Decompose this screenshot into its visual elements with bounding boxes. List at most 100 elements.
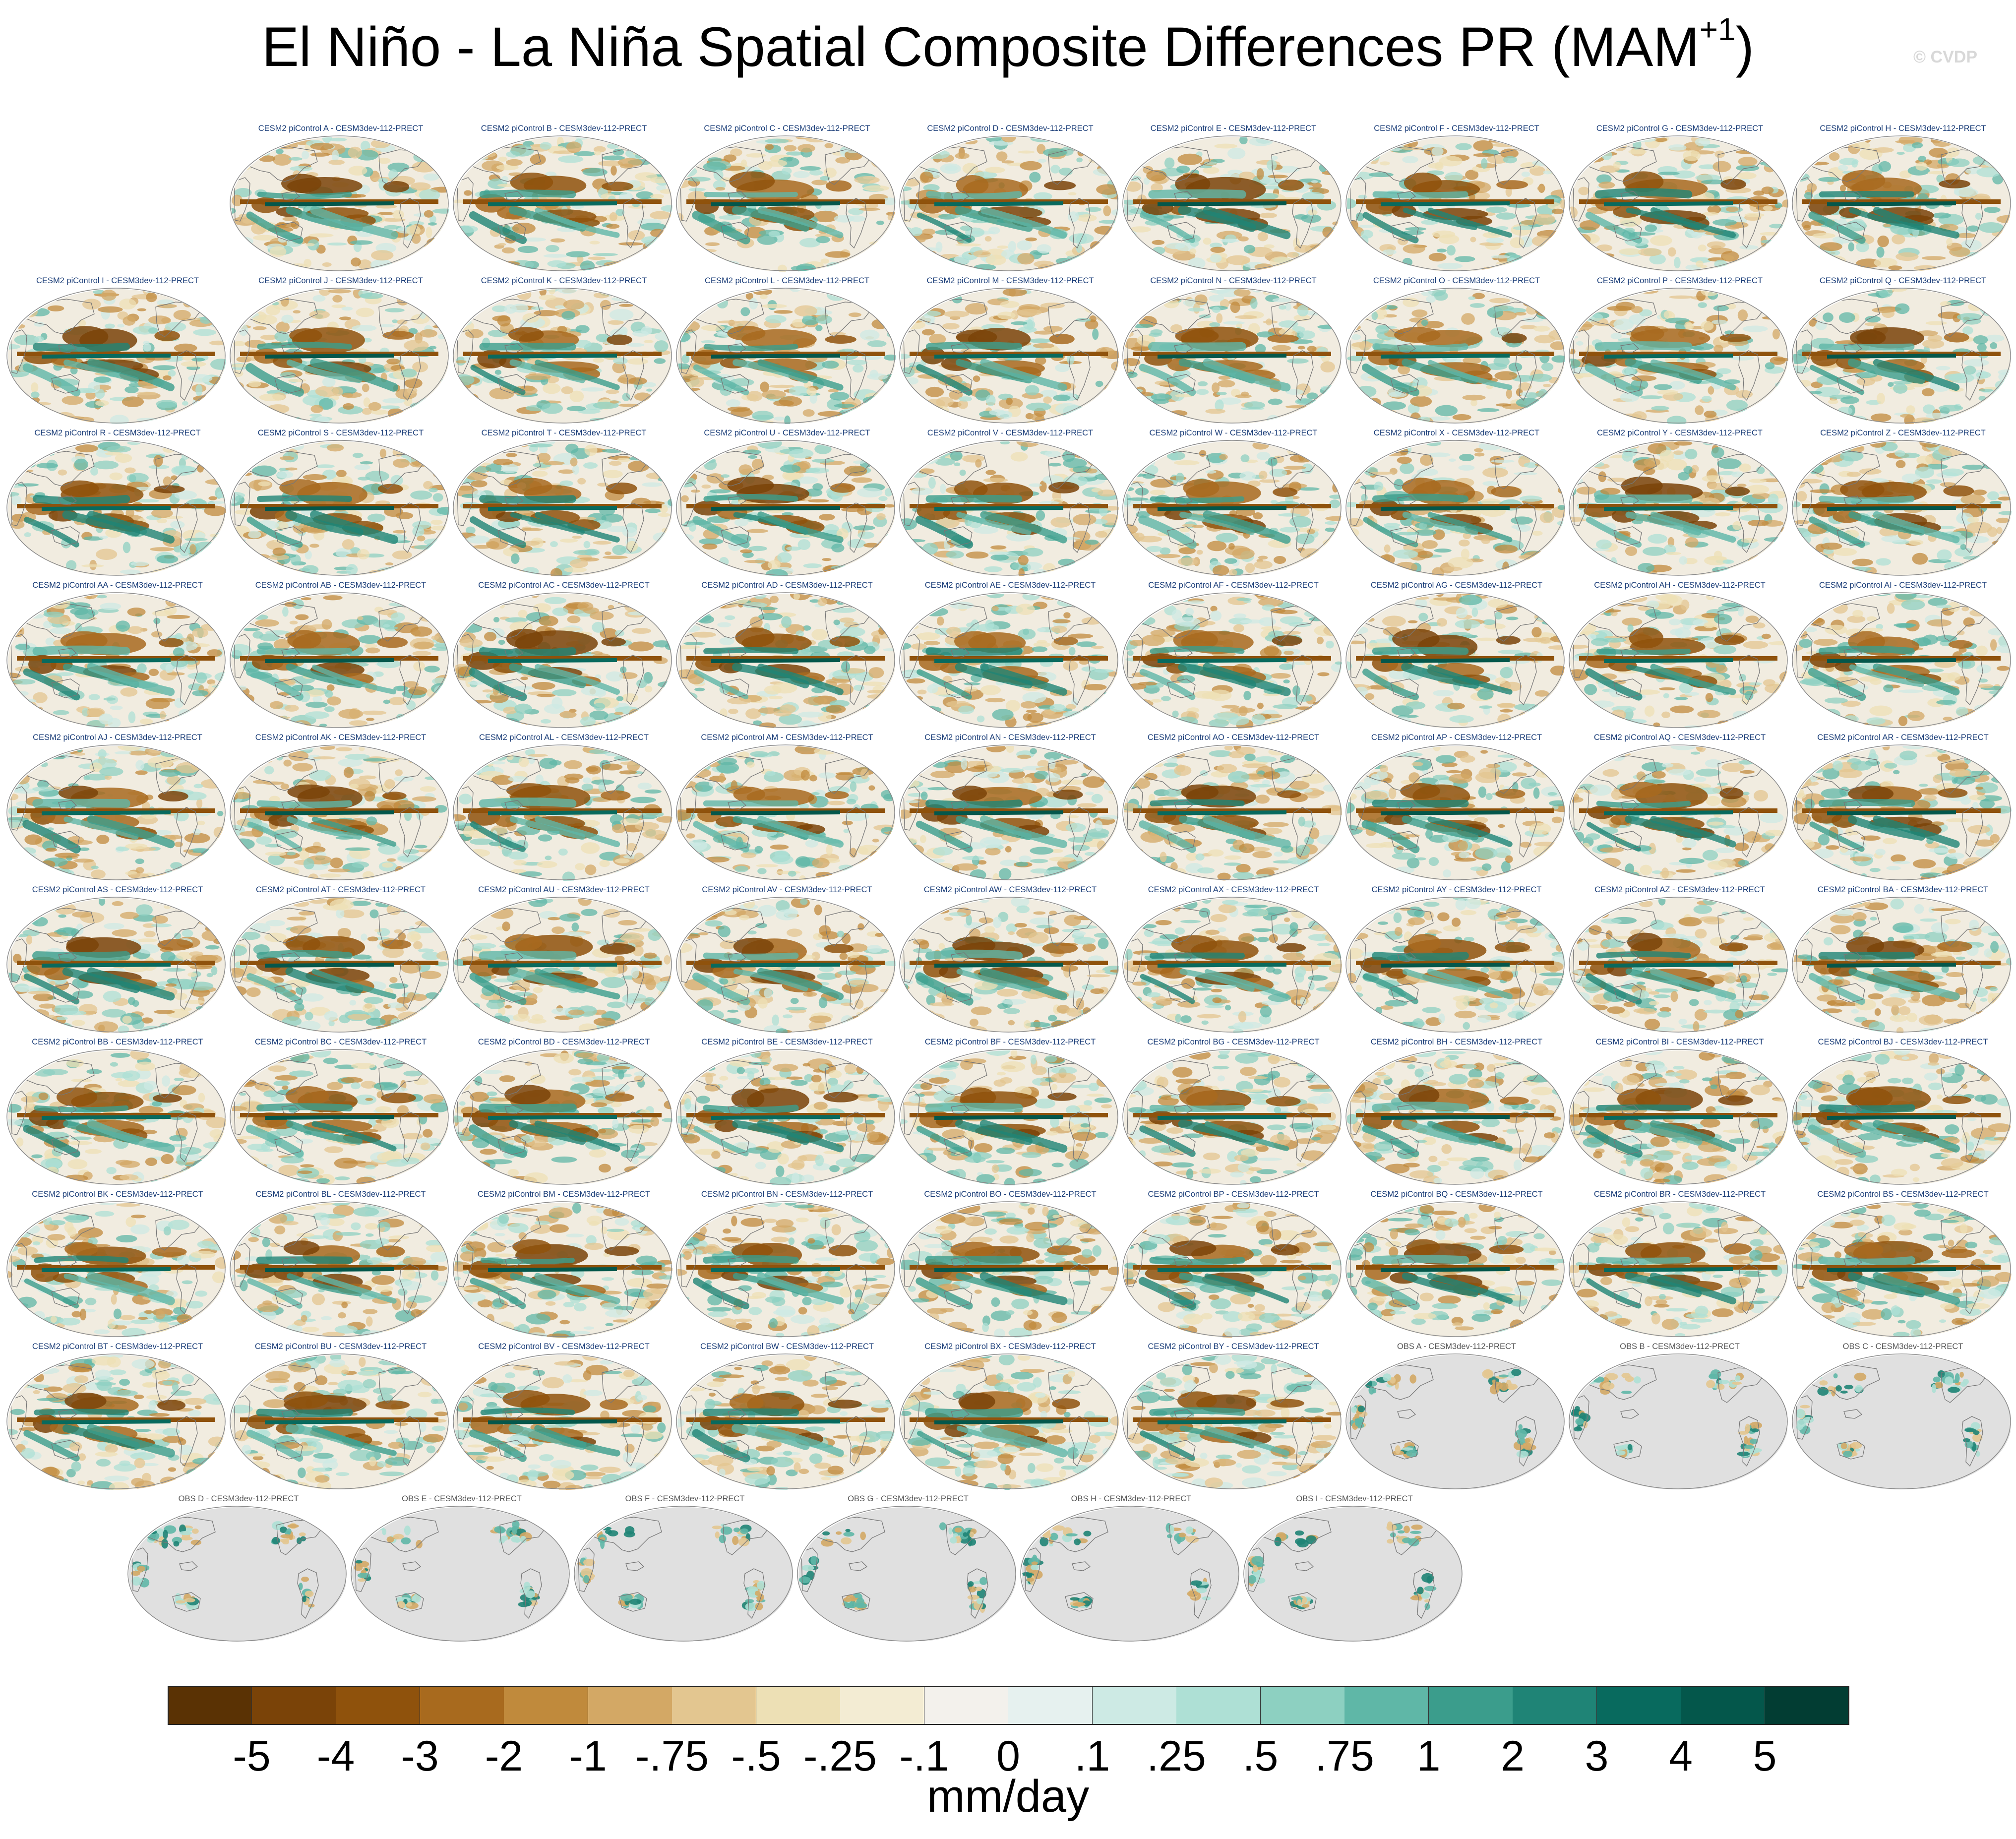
panel-title: CESM2 piControl AK - CESM3dev-112-PRECT <box>255 733 427 742</box>
ensemble-map-panel: CESM2 piControl BU - CESM3dev-112-PRECT <box>229 1341 452 1490</box>
colorbar-swatch <box>588 1686 672 1725</box>
colorbar-swatch <box>251 1686 336 1725</box>
ensemble-map-panel: CESM2 piControl I - CESM3dev-112-PRECT <box>6 275 229 424</box>
global-precip-map <box>899 1201 1119 1338</box>
map-panel-grid: CESM2 piControl A - CESM3dev-112-PRECT CE… <box>6 123 2015 1642</box>
panel-title: OBS D - CESM3dev-112-PRECT <box>178 1494 299 1503</box>
panel-title: CESM2 piControl BY - CESM3dev-112-PRECT <box>1148 1342 1319 1351</box>
panel-title: CESM2 piControl H - CESM3dev-112-PRECT <box>1820 124 1986 133</box>
ensemble-map-panel: CESM2 piControl L - CESM3dev-112-PRECT <box>675 275 899 424</box>
global-precip-map <box>676 897 896 1033</box>
colorbar-swatch <box>924 1686 1009 1725</box>
global-precip-map <box>1122 135 1342 272</box>
global-precip-map <box>1792 592 2012 729</box>
global-precip-map <box>676 135 896 272</box>
ensemble-map-panel: CESM2 piControl R - CESM3dev-112-PRECT <box>6 428 229 576</box>
ensemble-map-panel: CESM2 piControl AM - CESM3dev-112-PRECT <box>675 732 899 881</box>
global-precip-map <box>453 440 672 576</box>
global-precip-map <box>453 592 672 729</box>
global-precip-map <box>1792 897 2012 1033</box>
panel-title: CESM2 piControl AS - CESM3dev-112-PRECT <box>32 885 203 894</box>
obs-map-panel: OBS B - CESM3dev-112-PRECT <box>1568 1341 1791 1490</box>
ensemble-map-panel: CESM2 piControl BV - CESM3dev-112-PRECT <box>452 1341 675 1490</box>
panel-title: CESM2 piControl BJ - CESM3dev-112-PRECT <box>1818 1038 1988 1046</box>
panel-title: CESM2 piControl O - CESM3dev-112-PRECT <box>1373 276 1540 285</box>
ensemble-map-panel: CESM2 piControl U - CESM3dev-112-PRECT <box>675 428 899 576</box>
title-text: El Niño - La Niña Spatial Composite Diff… <box>262 16 1700 78</box>
ensemble-map-panel: CESM2 piControl Q - CESM3dev-112-PRECT <box>1791 275 2015 424</box>
panel-title: CESM2 piControl AN - CESM3dev-112-PRECT <box>924 733 1096 742</box>
ensemble-map-panel: CESM2 piControl BN - CESM3dev-112-PRECT <box>675 1189 899 1338</box>
ensemble-map-panel: CESM2 piControl AH - CESM3dev-112-PRECT <box>1568 580 1791 729</box>
panel-title: CESM2 piControl A - CESM3dev-112-PRECT <box>258 124 424 133</box>
global-precip-map <box>6 1353 226 1490</box>
global-precip-map <box>676 1353 896 1490</box>
global-precip-map <box>1122 744 1342 881</box>
colorbar-tick-label: 0 <box>996 1732 1020 1780</box>
global-precip-map <box>574 1506 793 1642</box>
ensemble-map-panel: CESM2 piControl BL - CESM3dev-112-PRECT <box>229 1189 452 1338</box>
obs-map-panel: OBS E - CESM3dev-112-PRECT <box>350 1493 573 1642</box>
panel-title: CESM2 piControl R - CESM3dev-112-PRECT <box>34 429 201 437</box>
panel-title: OBS A - CESM3dev-112-PRECT <box>1397 1342 1516 1351</box>
ensemble-map-panel: CESM2 piControl AF - CESM3dev-112-PRECT <box>1122 580 1345 729</box>
ensemble-map-panel: CESM2 piControl AQ - CESM3dev-112-PRECT <box>1568 732 1791 881</box>
colorbar-swatch <box>504 1686 588 1725</box>
panel-title: CESM2 piControl BW - CESM3dev-112-PRECT <box>700 1342 874 1351</box>
title-superscript: +1 <box>1699 11 1736 47</box>
global-precip-map <box>676 288 896 424</box>
global-precip-map <box>351 1506 570 1642</box>
obs-map-panel: OBS H - CESM3dev-112-PRECT <box>1020 1493 1243 1642</box>
panel-title: CESM2 piControl AO - CESM3dev-112-PRECT <box>1147 733 1320 742</box>
ensemble-map-panel: CESM2 piControl P - CESM3dev-112-PRECT <box>1568 275 1791 424</box>
global-precip-map <box>1345 1049 1565 1185</box>
global-precip-map <box>1792 135 2012 272</box>
colorbar-tick-label: 4 <box>1669 1732 1693 1780</box>
colorbar-tick-label: -3 <box>401 1732 439 1780</box>
panel-title: CESM2 piControl AI - CESM3dev-112-PRECT <box>1819 581 1987 590</box>
global-precip-map <box>1345 897 1565 1033</box>
panel-title: CESM2 piControl AM - CESM3dev-112-PRECT <box>701 733 873 742</box>
ensemble-map-panel: CESM2 piControl BT - CESM3dev-112-PRECT <box>6 1341 229 1490</box>
panel-title: CESM2 piControl BN - CESM3dev-112-PRECT <box>701 1190 873 1199</box>
panel-title: CESM2 piControl W - CESM3dev-112-PRECT <box>1149 429 1318 437</box>
panel-title: OBS I - CESM3dev-112-PRECT <box>1296 1494 1413 1503</box>
ensemble-map-panel: CESM2 piControl BK - CESM3dev-112-PRECT <box>6 1189 229 1338</box>
panel-title: CESM2 piControl BO - CESM3dev-112-PRECT <box>924 1190 1097 1199</box>
global-precip-map <box>453 744 672 881</box>
panel-title: CESM2 piControl E - CESM3dev-112-PRECT <box>1150 124 1317 133</box>
panel-title: CESM2 piControl BR - CESM3dev-112-PRECT <box>1593 1190 1766 1199</box>
ensemble-map-panel: CESM2 piControl AY - CESM3dev-112-PRECT <box>1345 884 1568 1033</box>
ensemble-map-panel: CESM2 piControl F - CESM3dev-112-PRECT <box>1345 123 1568 272</box>
panel-title: CESM2 piControl N - CESM3dev-112-PRECT <box>1150 276 1317 285</box>
global-precip-map <box>1122 897 1342 1033</box>
ensemble-map-panel: CESM2 piControl V - CESM3dev-112-PRECT <box>899 428 1122 576</box>
global-precip-map <box>676 440 896 576</box>
global-precip-map <box>1569 1201 1788 1338</box>
colorbar-tick-label: -5 <box>233 1732 271 1780</box>
colorbar-tick-label: -.75 <box>635 1732 709 1780</box>
colorbar-swatch <box>1596 1686 1681 1725</box>
colorbar-tick-label: -4 <box>316 1732 355 1780</box>
ensemble-map-panel: CESM2 piControl AR - CESM3dev-112-PRECT <box>1791 732 2015 881</box>
global-precip-map <box>453 1201 672 1338</box>
panel-title: OBS H - CESM3dev-112-PRECT <box>1071 1494 1192 1503</box>
panel-title: CESM2 piControl BL - CESM3dev-112-PRECT <box>255 1190 426 1199</box>
panel-title: CESM2 piControl AZ - CESM3dev-112-PRECT <box>1594 885 1765 894</box>
global-precip-map <box>230 1353 449 1490</box>
panel-title: CESM2 piControl V - CESM3dev-112-PRECT <box>927 429 1094 437</box>
obs-map-panel: OBS G - CESM3dev-112-PRECT <box>796 1493 1020 1642</box>
global-precip-map <box>899 592 1119 729</box>
panel-title: CESM2 piControl BQ - CESM3dev-112-PRECT <box>1370 1190 1543 1199</box>
panel-title: CESM2 piControl X - CESM3dev-112-PRECT <box>1373 429 1540 437</box>
ensemble-map-panel: CESM2 piControl N - CESM3dev-112-PRECT <box>1122 275 1345 424</box>
ensemble-map-panel: CESM2 piControl K - CESM3dev-112-PRECT <box>452 275 675 424</box>
global-precip-map <box>1569 135 1788 272</box>
ensemble-map-panel: CESM2 piControl BM - CESM3dev-112-PRECT <box>452 1189 675 1338</box>
panel-title: CESM2 piControl AC - CESM3dev-112-PRECT <box>478 581 650 590</box>
ensemble-map-panel: CESM2 piControl AG - CESM3dev-112-PRECT <box>1345 580 1568 729</box>
panel-title: CESM2 piControl BA - CESM3dev-112-PRECT <box>1817 885 1989 894</box>
panel-title: CESM2 piControl T - CESM3dev-112-PRECT <box>481 429 647 437</box>
global-precip-map <box>230 135 449 272</box>
ensemble-map-panel: CESM2 piControl AO - CESM3dev-112-PRECT <box>1122 732 1345 881</box>
